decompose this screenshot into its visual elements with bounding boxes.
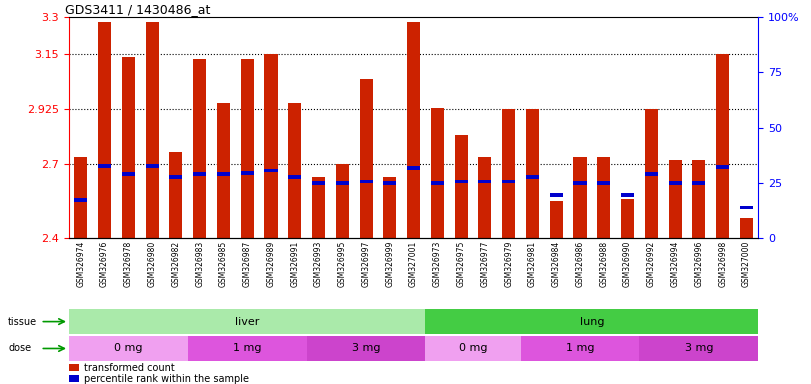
Bar bbox=[264, 169, 277, 172]
Bar bbox=[193, 172, 206, 176]
Bar bbox=[407, 22, 420, 238]
Bar bbox=[573, 181, 586, 185]
Bar bbox=[359, 180, 372, 184]
Bar bbox=[502, 180, 515, 184]
Bar bbox=[478, 180, 491, 184]
Bar bbox=[426, 336, 521, 361]
Bar bbox=[621, 199, 634, 238]
Bar bbox=[645, 109, 658, 238]
Bar bbox=[693, 181, 706, 185]
Bar bbox=[668, 160, 681, 238]
Text: liver: liver bbox=[235, 316, 260, 327]
Bar bbox=[336, 164, 349, 238]
Bar bbox=[384, 177, 397, 238]
Bar bbox=[645, 172, 658, 176]
Bar bbox=[668, 181, 681, 185]
Text: tissue: tissue bbox=[8, 316, 37, 327]
Bar bbox=[241, 171, 254, 175]
Bar bbox=[455, 135, 468, 238]
Bar bbox=[716, 165, 729, 169]
Bar bbox=[359, 79, 372, 238]
Text: dose: dose bbox=[8, 343, 32, 354]
Bar bbox=[431, 108, 444, 238]
Text: 1 mg: 1 mg bbox=[233, 343, 261, 354]
Bar bbox=[75, 157, 88, 238]
Bar bbox=[407, 166, 420, 170]
Bar bbox=[639, 336, 758, 361]
Bar bbox=[573, 157, 586, 238]
Text: 1 mg: 1 mg bbox=[566, 343, 594, 354]
Bar bbox=[288, 175, 302, 179]
Bar bbox=[217, 172, 230, 176]
Bar bbox=[146, 164, 159, 167]
Text: 0 mg: 0 mg bbox=[459, 343, 487, 354]
Bar bbox=[169, 175, 182, 179]
Bar bbox=[264, 54, 277, 238]
Bar bbox=[693, 160, 706, 238]
Bar bbox=[597, 181, 611, 185]
Bar bbox=[217, 103, 230, 238]
Bar bbox=[597, 157, 611, 238]
Bar bbox=[550, 201, 563, 238]
Bar bbox=[521, 336, 639, 361]
Bar bbox=[98, 164, 111, 167]
Bar bbox=[146, 22, 159, 238]
Bar bbox=[69, 309, 426, 334]
Bar bbox=[621, 193, 634, 197]
Text: 3 mg: 3 mg bbox=[684, 343, 713, 354]
Bar bbox=[312, 177, 325, 238]
Bar bbox=[426, 309, 758, 334]
Text: percentile rank within the sample: percentile rank within the sample bbox=[84, 374, 248, 384]
Text: transformed count: transformed count bbox=[84, 363, 174, 373]
Text: 3 mg: 3 mg bbox=[352, 343, 380, 354]
Bar bbox=[288, 103, 302, 238]
Bar bbox=[122, 56, 135, 238]
Bar bbox=[502, 109, 515, 238]
Bar bbox=[455, 180, 468, 184]
Bar bbox=[307, 336, 426, 361]
Bar bbox=[740, 218, 753, 238]
Bar bbox=[98, 22, 111, 238]
Text: lung: lung bbox=[580, 316, 604, 327]
Bar bbox=[69, 336, 188, 361]
Bar bbox=[169, 152, 182, 238]
Bar bbox=[122, 172, 135, 176]
Bar bbox=[740, 205, 753, 209]
Bar bbox=[241, 59, 254, 238]
Bar bbox=[478, 157, 491, 238]
Bar bbox=[526, 109, 539, 238]
Bar bbox=[550, 193, 563, 197]
Bar bbox=[312, 181, 325, 185]
Bar bbox=[431, 181, 444, 185]
Bar bbox=[75, 198, 88, 202]
Text: 0 mg: 0 mg bbox=[114, 343, 143, 354]
Text: GDS3411 / 1430486_at: GDS3411 / 1430486_at bbox=[66, 3, 211, 16]
Bar bbox=[336, 181, 349, 185]
Bar bbox=[384, 181, 397, 185]
Bar bbox=[188, 336, 307, 361]
Bar bbox=[193, 59, 206, 238]
Bar bbox=[526, 175, 539, 179]
Bar bbox=[716, 54, 729, 238]
